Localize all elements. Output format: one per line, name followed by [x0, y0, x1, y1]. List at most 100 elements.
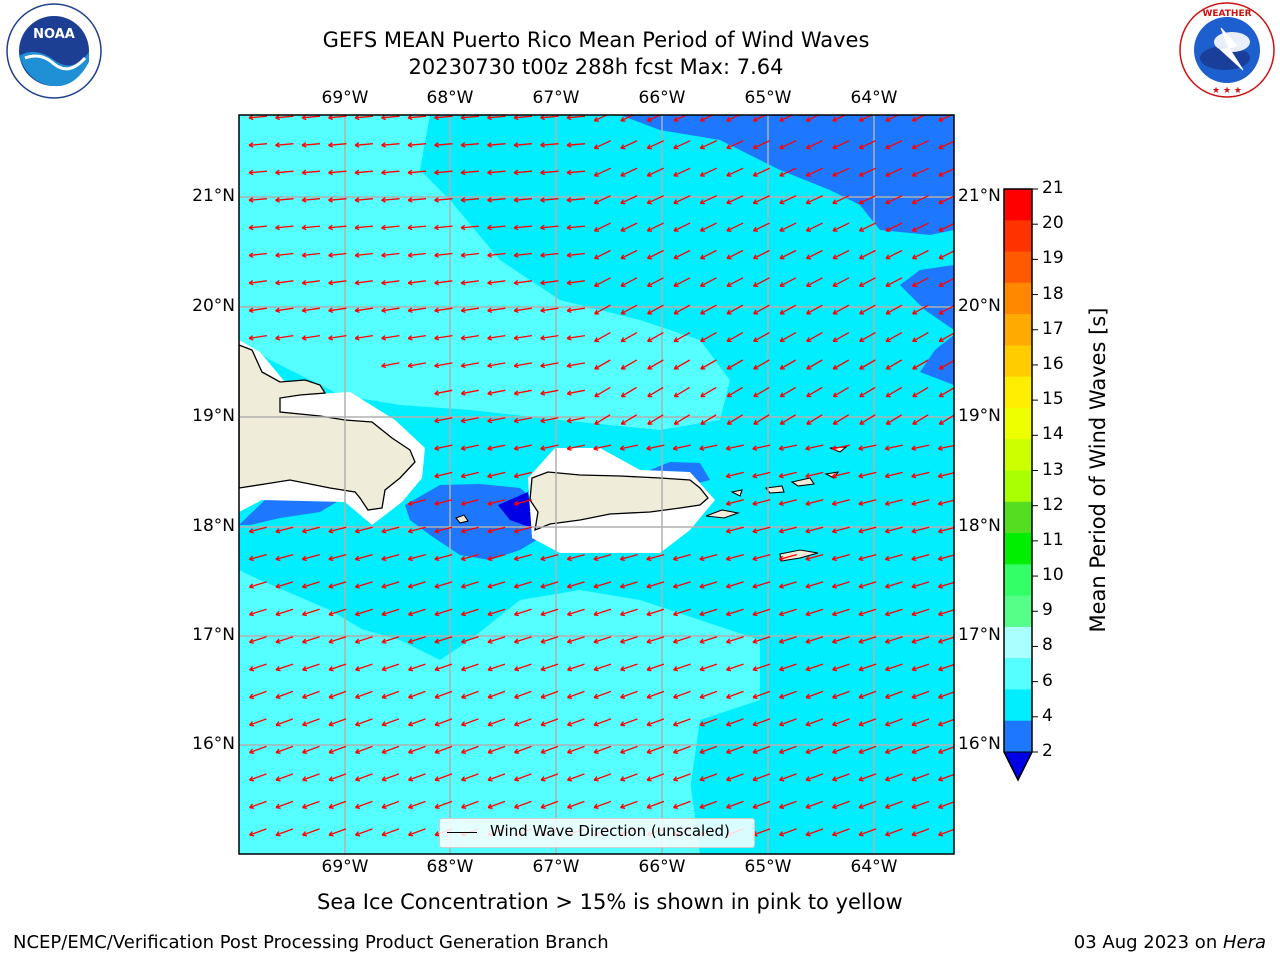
wind-wave-arrow	[752, 690, 771, 699]
sea-ice-note: Sea Ice Concentration > 15% is shown in …	[317, 890, 903, 914]
wind-wave-arrow	[752, 167, 770, 177]
wind-wave-arrow	[831, 636, 850, 644]
wind-wave-arrow	[911, 526, 930, 534]
wind-wave-arrow	[646, 773, 665, 782]
wind-wave-arrow	[460, 115, 480, 121]
wind-wave-arrow	[699, 553, 718, 562]
wind-wave-arrow	[408, 690, 426, 699]
wind-wave-arrow	[487, 389, 506, 396]
wind-wave-arrow	[434, 718, 453, 727]
wind-wave-arrow	[779, 828, 797, 837]
wind-wave-arrow	[328, 663, 347, 672]
wind-wave-arrow	[726, 386, 744, 398]
wind-wave-arrow	[911, 608, 930, 617]
lon-label-top: 64°W	[850, 88, 898, 108]
wind-wave-arrow	[460, 252, 479, 258]
wind-wave-arrow	[381, 142, 400, 148]
wind-wave-arrow	[593, 690, 612, 699]
wind-wave-arrow	[434, 362, 453, 369]
wave-period-contour-blue-e2	[920, 335, 954, 385]
wind-wave-arrow	[566, 334, 586, 341]
wind-wave-arrow	[832, 718, 850, 727]
wind-wave-arrow	[912, 359, 929, 370]
wind-wave-arrow	[593, 167, 611, 177]
wind-wave-arrow	[725, 526, 744, 534]
wind-wave-arrow	[434, 334, 453, 341]
wave-period-contour-blue-hisp-s	[239, 500, 340, 525]
wind-wave-arrow	[566, 581, 585, 589]
land-mask-puerto-rico	[528, 448, 715, 553]
wind-wave-arrow	[594, 304, 611, 315]
wind-wave-arrow	[434, 608, 453, 617]
wind-wave-arrow	[620, 304, 638, 315]
wind-wave-arrow	[355, 800, 373, 809]
wind-wave-arrow	[699, 277, 717, 287]
wind-wave-arrow	[858, 828, 877, 837]
wind-wave-arrow	[249, 690, 267, 699]
wind-wave-arrow	[858, 800, 877, 809]
wind-wave-arrow	[301, 636, 320, 644]
wind-wave-arrow	[514, 718, 532, 727]
wind-wave-arrow	[725, 636, 744, 644]
chart-title: GEFS MEAN Puerto Rico Mean Period of Win…	[322, 28, 870, 52]
wind-wave-arrow	[619, 608, 638, 617]
wind-wave-arrow	[328, 224, 347, 231]
wind-wave-arrow	[381, 553, 400, 562]
wind-wave-arrow	[805, 718, 824, 727]
wind-wave-arrow	[248, 608, 267, 617]
wind-wave-arrow	[301, 142, 321, 148]
wind-wave-arrow	[938, 718, 954, 727]
colorbar-tick-label: 13	[1042, 459, 1064, 480]
wind-wave-arrow	[566, 142, 586, 148]
wind-wave-arrow	[487, 745, 506, 754]
wind-wave-arrow	[275, 334, 294, 341]
wind-wave-arrow	[460, 471, 479, 479]
lon-label-top: 67°W	[532, 88, 580, 108]
wind-wave-arrow	[805, 526, 824, 534]
wind-wave-arrow	[806, 304, 823, 315]
colorbar-label: Mean Period of Wind Waves [s]	[1086, 307, 1110, 633]
wind-wave-arrow	[566, 389, 585, 396]
nws-logo: WEATHER ★ ★ ★	[1177, 0, 1277, 100]
wind-wave-arrow	[434, 553, 453, 562]
wind-wave-arrow	[248, 197, 268, 203]
wind-wave-arrow	[885, 277, 903, 287]
wind-wave-arrow	[434, 745, 453, 754]
wind-wave-arrow	[540, 553, 559, 562]
wind-wave-arrow	[858, 222, 876, 232]
wind-wave-arrow	[726, 718, 744, 727]
wind-wave-arrow	[408, 800, 426, 809]
wind-wave-arrow	[513, 444, 532, 451]
wind-wave-arrow	[540, 142, 559, 148]
wind-wave-arrow	[673, 304, 691, 315]
wind-wave-arrow	[646, 115, 662, 122]
wind-wave-arrow	[832, 332, 850, 343]
wind-wave-arrow	[302, 773, 320, 782]
wind-wave-arrow	[540, 773, 559, 782]
wind-wave-arrow	[911, 444, 930, 451]
wind-wave-arrow	[858, 444, 877, 451]
wind-wave-arrow	[407, 307, 426, 314]
wind-wave-arrow	[646, 718, 665, 727]
wind-wave-arrow	[752, 444, 771, 451]
wind-wave-arrow	[726, 195, 744, 205]
wind-wave-arrow	[753, 386, 770, 398]
wind-wave-arrow	[832, 745, 850, 754]
wind-wave-arrow	[354, 334, 374, 341]
wind-wave-arrow	[884, 581, 903, 589]
wind-wave-arrow	[460, 526, 479, 534]
wind-wave-arrow	[885, 663, 903, 672]
wind-wave-arrow	[275, 718, 294, 727]
wind-wave-arrow	[593, 115, 609, 122]
wind-wave-arrow	[672, 553, 691, 562]
wind-wave-arrow	[831, 444, 850, 451]
wind-wave-arrow	[514, 773, 532, 782]
wind-wave-arrow	[779, 115, 794, 122]
wind-wave-arrow	[911, 690, 930, 699]
wind-wave-arrow	[885, 332, 903, 343]
lon-label-bottom: 65°W	[744, 857, 792, 877]
wind-wave-arrow	[248, 224, 268, 231]
wind-wave-arrow	[726, 140, 744, 150]
wind-wave-arrow	[752, 195, 770, 205]
lon-label-top: 69°W	[321, 88, 369, 108]
